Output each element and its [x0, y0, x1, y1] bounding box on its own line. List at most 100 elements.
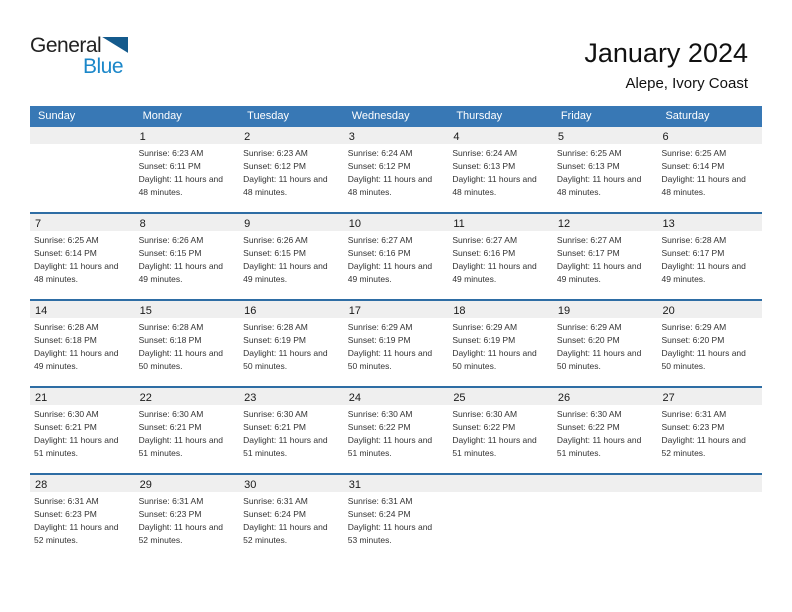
day-number: 17 [348, 305, 361, 317]
calendar-header-row: Sunday Monday Tuesday Wednesday Thursday Frid… [30, 106, 762, 127]
sunrise-text: Sunrise: 6:31 AM [138, 496, 204, 506]
day-number-band: 11 [448, 214, 553, 231]
sunrise-text: Sunrise: 6:30 AM [34, 409, 99, 419]
day-number-band: 30 [239, 475, 344, 492]
day-cell [30, 127, 135, 212]
day-cell: 11 Sunrise: 6:27 AM Sunset: 6:16 PM Dayl… [448, 214, 553, 299]
sunrise-text: Sunrise: 6:25 AM [34, 235, 99, 245]
general-blue-logo: General Blue [30, 34, 129, 79]
day-number-band: 10 [343, 214, 449, 231]
sunset-text: Sunset: 6:15 PM [243, 248, 306, 258]
daylight-text: Daylight: 11 hours and 51 minutes. [138, 435, 224, 458]
day-number: 19 [557, 305, 571, 317]
day-header-friday: Friday [560, 110, 592, 122]
day-number: 1 [139, 131, 146, 143]
sunrise-text: Sunrise: 6:29 AM [556, 322, 622, 332]
daylight-text: Daylight: 11 hours and 48 minutes. [138, 174, 224, 197]
daylight-text: Daylight: 11 hours and 50 minutes. [556, 348, 642, 371]
sunrise-text: Sunrise: 6:28 AM [661, 235, 727, 245]
sunrise-text: Sunrise: 6:28 AM [243, 322, 308, 332]
day-details: Sunrise: 6:26 AM Sunset: 6:15 PM Dayligh… [135, 231, 240, 286]
day-number-band: 2 [239, 127, 344, 144]
day-number-band: 23 [239, 388, 344, 405]
sunset-text: Sunset: 6:22 PM [347, 422, 411, 432]
sunrise-text: Sunrise: 6:31 AM [34, 496, 99, 506]
day-number-band: 19 [552, 301, 658, 318]
day-details: Sunrise: 6:23 AM Sunset: 6:12 PM Dayligh… [239, 144, 344, 199]
day-cell: 17 Sunrise: 6:29 AM Sunset: 6:19 PM Dayl… [343, 301, 449, 386]
day-number-band: 6 [657, 127, 763, 144]
day-cell: 1 Sunrise: 6:23 AM Sunset: 6:11 PM Dayli… [134, 127, 240, 212]
day-number-band: 3 [343, 127, 449, 144]
week-row: 21 Sunrise: 6:30 AM Sunset: 6:21 PM Dayl… [30, 386, 763, 473]
day-number-band: 26 [552, 388, 658, 405]
day-details: Sunrise: 6:29 AM Sunset: 6:19 PM Dayligh… [344, 318, 449, 373]
day-number: 5 [557, 131, 565, 143]
day-cell: 28 Sunrise: 6:31 AM Sunset: 6:23 PM Dayl… [30, 475, 135, 560]
sunset-text: Sunset: 6:19 PM [243, 335, 306, 345]
sunrise-text: Sunrise: 6:26 AM [138, 235, 204, 245]
week-row: 14 Sunrise: 6:28 AM Sunset: 6:18 PM Dayl… [30, 299, 763, 386]
sunset-text: Sunset: 6:23 PM [34, 509, 97, 519]
day-cell: 22 Sunrise: 6:30 AM Sunset: 6:21 PM Dayl… [134, 388, 240, 473]
day-details: Sunrise: 6:31 AM Sunset: 6:23 PM Dayligh… [657, 405, 762, 460]
daylight-text: Daylight: 11 hours and 50 minutes. [138, 348, 224, 371]
day-number: 23 [244, 392, 257, 404]
day-details: Sunrise: 6:27 AM Sunset: 6:16 PM Dayligh… [448, 231, 553, 286]
day-details: Sunrise: 6:28 AM Sunset: 6:17 PM Dayligh… [657, 231, 762, 286]
day-number-band [30, 127, 135, 144]
day-details: Sunrise: 6:29 AM Sunset: 6:20 PM Dayligh… [553, 318, 658, 373]
day-cell: 24 Sunrise: 6:30 AM Sunset: 6:22 PM Dayl… [343, 388, 449, 473]
day-number: 20 [662, 305, 675, 317]
sunrise-text: Sunrise: 6:24 AM [452, 148, 518, 158]
day-cell: 9 Sunrise: 6:26 AM Sunset: 6:15 PM Dayli… [239, 214, 344, 299]
day-details: Sunrise: 6:25 AM Sunset: 6:14 PM Dayligh… [30, 231, 135, 286]
day-number: 7 [35, 218, 42, 230]
day-cell: 5 Sunrise: 6:25 AM Sunset: 6:13 PM Dayli… [552, 127, 658, 212]
daylight-text: Daylight: 11 hours and 52 minutes. [243, 522, 328, 545]
daylight-text: Daylight: 11 hours and 50 minutes. [243, 348, 328, 371]
sunrise-text: Sunrise: 6:30 AM [243, 409, 308, 419]
day-number-band: 25 [448, 388, 553, 405]
sunset-text: Sunset: 6:13 PM [556, 161, 620, 171]
day-details: Sunrise: 6:24 AM Sunset: 6:13 PM Dayligh… [448, 144, 553, 199]
day-details: Sunrise: 6:28 AM Sunset: 6:19 PM Dayligh… [239, 318, 344, 373]
week-row: 1 Sunrise: 6:23 AM Sunset: 6:11 PM Dayli… [30, 127, 763, 212]
day-cell: 10 Sunrise: 6:27 AM Sunset: 6:16 PM Dayl… [343, 214, 449, 299]
sunrise-text: Sunrise: 6:27 AM [556, 235, 622, 245]
day-cell: 20 Sunrise: 6:29 AM Sunset: 6:20 PM Dayl… [657, 301, 763, 386]
day-number: 2 [244, 131, 251, 143]
sunrise-text: Sunrise: 6:23 AM [243, 148, 308, 158]
day-header-sunday: Sunday [38, 110, 76, 122]
day-details: Sunrise: 6:31 AM Sunset: 6:23 PM Dayligh… [30, 492, 135, 547]
sunrise-text: Sunrise: 6:27 AM [452, 235, 518, 245]
daylight-text: Daylight: 11 hours and 49 minutes. [452, 261, 537, 284]
daylight-text: Daylight: 11 hours and 51 minutes. [34, 435, 119, 458]
sunset-text: Sunset: 6:23 PM [138, 509, 202, 519]
daylight-text: Daylight: 11 hours and 49 minutes. [243, 261, 328, 284]
day-details: Sunrise: 6:30 AM Sunset: 6:21 PM Dayligh… [30, 405, 135, 460]
day-number-band: 29 [134, 475, 240, 492]
sunrise-text: Sunrise: 6:31 AM [661, 409, 727, 419]
sunset-text: Sunset: 6:13 PM [452, 161, 516, 171]
day-cell: 3 Sunrise: 6:24 AM Sunset: 6:12 PM Dayli… [343, 127, 449, 212]
day-cell: 6 Sunrise: 6:25 AM Sunset: 6:14 PM Dayli… [657, 127, 763, 212]
sunrise-text: Sunrise: 6:30 AM [138, 409, 204, 419]
day-number: 15 [139, 305, 152, 317]
day-details: Sunrise: 6:25 AM Sunset: 6:13 PM Dayligh… [553, 144, 658, 199]
day-number-band: 16 [239, 301, 344, 318]
day-number-band: 13 [657, 214, 763, 231]
daylight-text: Daylight: 11 hours and 48 minutes. [452, 174, 537, 197]
day-header-saturday: Saturday [665, 110, 710, 122]
sunset-text: Sunset: 6:12 PM [347, 161, 411, 171]
day-number-band: 12 [552, 214, 658, 231]
day-cell [657, 475, 763, 560]
daylight-text: Daylight: 11 hours and 48 minutes. [34, 261, 119, 284]
week-row: 28 Sunrise: 6:31 AM Sunset: 6:23 PM Dayl… [30, 473, 763, 560]
sunrise-text: Sunrise: 6:29 AM [452, 322, 518, 332]
daylight-text: Daylight: 11 hours and 49 minutes. [661, 261, 746, 284]
day-cell: 8 Sunrise: 6:26 AM Sunset: 6:15 PM Dayli… [134, 214, 240, 299]
day-number-band: 27 [657, 388, 763, 405]
daylight-text: Daylight: 11 hours and 49 minutes. [34, 348, 119, 371]
day-cell: 7 Sunrise: 6:25 AM Sunset: 6:14 PM Dayli… [30, 214, 135, 299]
